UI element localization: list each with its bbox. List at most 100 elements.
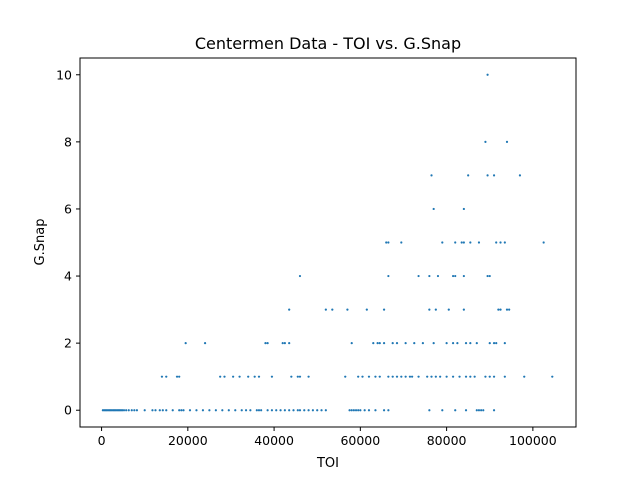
data-point	[523, 375, 526, 378]
data-point	[477, 409, 481, 412]
data-point	[445, 375, 448, 378]
data-point	[488, 274, 491, 278]
data-point	[542, 241, 545, 244]
data-point	[475, 409, 478, 412]
data-point	[426, 375, 429, 378]
data-point	[257, 375, 261, 378]
data-point	[503, 375, 506, 378]
data-point	[281, 342, 284, 345]
data-point	[430, 375, 433, 378]
data-point	[127, 409, 130, 412]
data-point	[395, 375, 399, 378]
data-point	[374, 409, 377, 412]
data-point	[165, 409, 168, 412]
data-point	[462, 274, 465, 278]
data-point	[188, 409, 192, 412]
data-point	[387, 241, 390, 244]
data-point	[279, 409, 282, 412]
y-tick-label: 10	[56, 67, 72, 82]
data-point	[288, 342, 291, 345]
data-point	[395, 342, 399, 345]
data-point	[247, 375, 250, 378]
data-point	[357, 375, 360, 378]
data-point	[348, 409, 351, 412]
data-point	[178, 409, 181, 412]
data-point	[143, 409, 146, 412]
data-point	[257, 409, 261, 412]
data-point	[316, 409, 319, 412]
data-point	[161, 409, 164, 412]
data-point	[400, 241, 403, 244]
data-point	[195, 409, 198, 412]
y-tick-label: 2	[64, 336, 72, 351]
data-point	[464, 375, 468, 378]
data-point	[303, 409, 306, 412]
data-point	[495, 342, 498, 345]
data-point	[417, 375, 420, 378]
data-point	[387, 375, 390, 378]
data-point	[518, 174, 522, 177]
data-point	[180, 409, 183, 412]
data-point	[473, 375, 476, 378]
data-point	[354, 409, 358, 412]
data-point	[451, 274, 455, 278]
data-point	[456, 342, 459, 345]
data-point	[151, 409, 154, 412]
data-point	[350, 342, 353, 345]
data-point	[288, 409, 291, 412]
data-point	[359, 409, 362, 412]
data-point	[451, 342, 455, 345]
data-point	[296, 409, 299, 412]
data-point	[324, 409, 327, 412]
data-point	[441, 241, 444, 244]
data-point	[486, 174, 489, 177]
data-point	[178, 375, 181, 378]
data-point	[244, 409, 248, 412]
data-point	[253, 375, 256, 378]
data-point	[439, 375, 442, 378]
points-layer	[101, 73, 554, 412]
data-point	[460, 241, 463, 244]
data-point	[238, 375, 241, 378]
data-point	[391, 342, 394, 345]
data-point	[486, 73, 489, 76]
data-point	[469, 241, 472, 244]
y-axis-ticks: 0 2 4 6 8 10	[56, 67, 80, 418]
data-point	[492, 342, 496, 345]
data-point	[171, 409, 174, 412]
data-point	[275, 409, 278, 412]
data-point	[298, 409, 302, 412]
data-point	[451, 375, 455, 378]
data-point	[454, 274, 457, 278]
data-point	[411, 375, 414, 378]
data-point	[311, 409, 314, 412]
x-axis-label: TOI	[316, 456, 339, 471]
data-point	[492, 409, 496, 412]
data-point	[203, 342, 207, 345]
y-axis-label: G.Snap	[33, 219, 48, 266]
data-point	[270, 409, 274, 412]
data-point	[495, 241, 498, 244]
data-point	[240, 409, 243, 412]
data-point	[296, 375, 299, 378]
data-point	[298, 375, 302, 378]
data-point	[417, 274, 420, 278]
data-point	[413, 342, 416, 345]
data-point	[378, 342, 381, 345]
data-point	[376, 342, 379, 345]
data-point	[497, 308, 500, 311]
data-point	[428, 274, 431, 278]
data-point	[255, 409, 258, 412]
data-point	[182, 409, 185, 412]
x-tick-label: 60000	[340, 433, 380, 448]
data-point	[175, 375, 179, 378]
data-point	[374, 375, 377, 378]
data-point	[160, 375, 164, 378]
y-tick-label: 4	[64, 269, 72, 284]
data-point	[477, 241, 481, 244]
data-point	[499, 241, 502, 244]
data-point	[283, 342, 286, 345]
data-point	[488, 375, 491, 378]
data-point	[223, 375, 226, 378]
data-point	[221, 409, 224, 412]
